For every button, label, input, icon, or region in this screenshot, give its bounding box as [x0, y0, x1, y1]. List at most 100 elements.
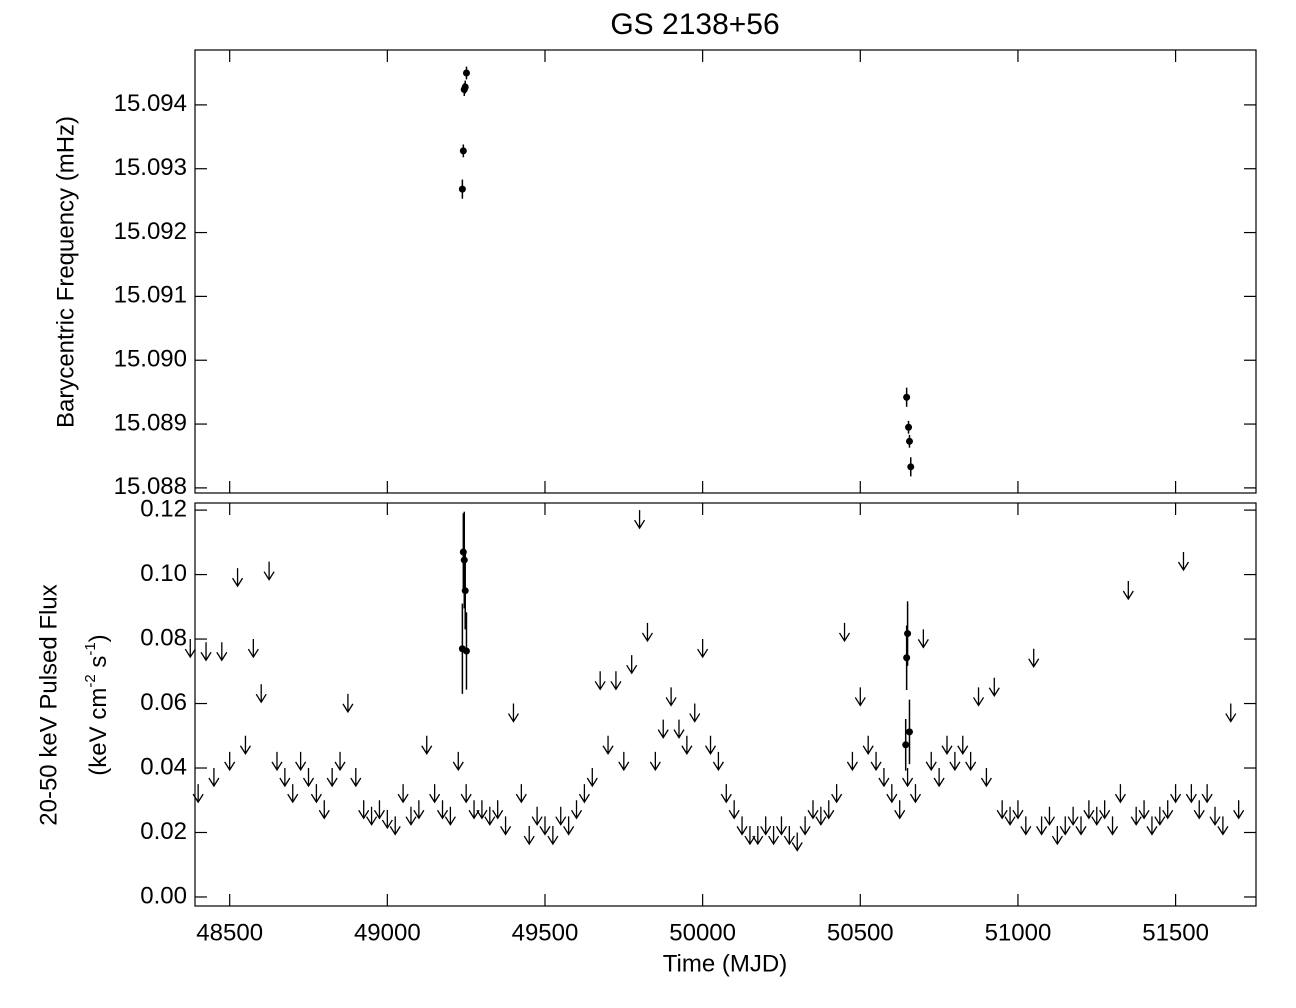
upper-limit-arrow: [783, 826, 795, 846]
upper-limit-arrow: [957, 735, 969, 755]
upper-limit-arrow: [720, 784, 732, 804]
upper-limit-arrow: [515, 784, 527, 804]
upper-limit-arrow: [634, 510, 646, 530]
upper-limit-arrow: [263, 561, 275, 581]
upper-limit-arrow: [728, 800, 740, 820]
data-point: [461, 587, 469, 595]
upper-limit-arrow: [681, 735, 693, 755]
upper-limit-arrow: [1177, 552, 1190, 572]
upper-limit-arrow: [965, 751, 977, 772]
upper-limit-arrow: [996, 800, 1008, 820]
upper-limit-arrow: [1185, 784, 1197, 804]
y-tick-label: 0.04: [140, 753, 187, 780]
upper-limit-arrow: [413, 800, 425, 820]
upper-limit-arrow: [594, 671, 606, 691]
upper-limit-arrow: [271, 751, 283, 772]
x-tick-label: 51000: [985, 919, 1052, 946]
y-tick-label: 15.089: [114, 409, 187, 436]
upper-limit-arrow: [539, 816, 551, 836]
upper-limit-arrow: [807, 800, 819, 820]
upper-limit-arrow: [862, 735, 874, 755]
upper-limit-arrow: [712, 751, 724, 772]
upper-limit-arrow: [405, 806, 417, 826]
upper-limit-arrow: [791, 832, 803, 852]
upper-limit-arrow: [760, 816, 772, 836]
upper-limit-arrow: [626, 655, 638, 675]
upper-limit-arrow: [1138, 800, 1150, 820]
y-tick-label: 15.092: [114, 218, 187, 245]
data-point: [905, 437, 913, 445]
upper-limit-arrow: [468, 800, 480, 820]
upper-limit-arrow: [870, 751, 882, 772]
data-point: [907, 463, 915, 471]
label-part: -1: [82, 642, 99, 655]
upper-limit-arrow: [578, 784, 590, 804]
upper-limit-arrow: [689, 703, 701, 723]
upper-limit-arrow: [610, 671, 622, 691]
data-point: [458, 185, 466, 193]
upper-limit-arrow: [1059, 816, 1071, 836]
upper-limit-arrow: [547, 826, 559, 846]
upper-limit-arrow: [247, 639, 259, 659]
x-tick-label: 49500: [512, 919, 579, 946]
upper-limit-arrow: [1193, 800, 1205, 820]
upper-limit-arrow: [649, 751, 661, 772]
upper-limit-arrow: [507, 703, 520, 723]
upper-limit-arrow: [484, 806, 496, 826]
x-tick-label: 50500: [827, 919, 894, 946]
x-axis-label: Time (MJD): [663, 950, 787, 977]
upper-limit-arrow: [657, 719, 669, 739]
data-point: [902, 741, 910, 749]
upper-limit-arrow: [563, 816, 575, 836]
upper-limit-arrow: [1099, 800, 1111, 820]
upper-limit-arrow: [697, 639, 709, 659]
upper-limit-arrow: [287, 784, 299, 804]
upper-limit-arrow: [673, 719, 685, 739]
upper-limit-arrow: [239, 735, 252, 755]
upper-limit-arrow: [933, 768, 945, 788]
y-axis-label: Barycentric Frequency (mHz): [52, 116, 79, 428]
upper-limit-arrow: [381, 809, 393, 830]
upper-limit-arrow: [854, 687, 866, 707]
x-tick-label: 50000: [669, 919, 736, 946]
upper-limit-arrow: [1075, 816, 1087, 836]
upper-limit-arrow: [310, 784, 322, 804]
upper-limit-arrow: [1162, 800, 1174, 820]
data-point: [905, 728, 913, 736]
data-point: [904, 630, 912, 638]
upper-limit-arrow: [744, 826, 756, 846]
upper-limit-arrow: [350, 768, 362, 788]
data-point: [905, 423, 913, 431]
upper-limit-arrow: [500, 816, 512, 836]
upper-limit-arrow: [815, 806, 827, 826]
upper-limit-arrow: [1036, 816, 1048, 836]
chart-title: GS 2138+56: [610, 8, 779, 41]
upper-limit-arrow: [925, 751, 937, 772]
label-part: (keV cm: [85, 688, 112, 776]
upper-limit-arrow: [980, 768, 992, 788]
upper-limit-arrow: [373, 800, 386, 820]
upper-limit-arrow: [255, 684, 267, 704]
upper-limit-arrow: [224, 751, 236, 772]
label-part: ): [85, 634, 112, 642]
y-tick-label: 15.094: [114, 90, 187, 117]
upper-limit-arrow: [436, 800, 449, 820]
upper-limit-arrow: [208, 768, 220, 788]
y-tick-label: 0.06: [140, 689, 187, 716]
y-tick-label: 15.090: [114, 346, 187, 373]
y-tick-label: 15.093: [114, 154, 187, 181]
data-point: [903, 393, 911, 401]
upper-limit-arrow: [1020, 816, 1032, 836]
upper-limit-arrow: [1225, 703, 1237, 723]
upper-limit-arrow: [1091, 806, 1103, 826]
upper-limit-arrow: [358, 800, 370, 820]
upper-limit-arrow: [452, 751, 464, 772]
upper-limit-arrow: [1130, 806, 1142, 826]
upper-limit-arrow: [429, 784, 441, 804]
y-axis-label: (keV cm-2 s-1): [82, 634, 112, 775]
y-tick-label: 0.02: [140, 818, 187, 845]
upper-limit-arrow: [902, 768, 914, 788]
plot-frame: [194, 49, 1257, 494]
upper-limit-arrow: [492, 800, 504, 820]
